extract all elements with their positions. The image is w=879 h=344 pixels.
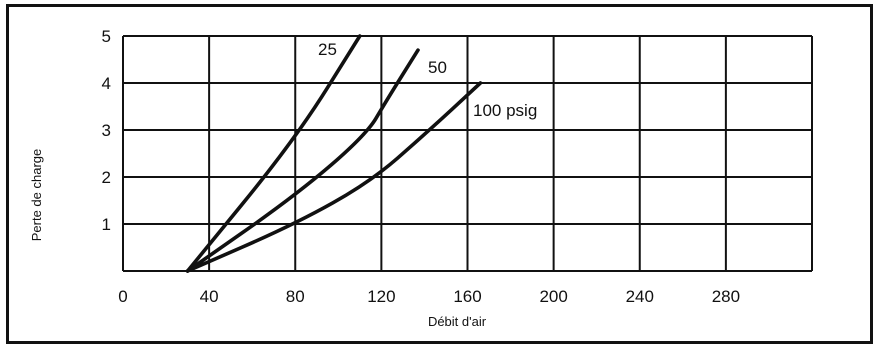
series-label: 25 bbox=[318, 40, 337, 59]
x-tick-label: 120 bbox=[367, 287, 395, 306]
y-tick-label: 3 bbox=[102, 121, 111, 140]
y-tick-label: 4 bbox=[102, 74, 111, 93]
y-tick-label: 2 bbox=[102, 168, 111, 187]
series-label: 50 bbox=[428, 58, 447, 77]
y-axis-title: Perte de charge bbox=[29, 149, 44, 242]
x-axis-ticks: 0 40 80 120 160 200 240 280 bbox=[118, 287, 740, 306]
x-tick-label: 0 bbox=[118, 287, 127, 306]
y-tick-label: 5 bbox=[102, 27, 111, 46]
y-tick-label: 1 bbox=[102, 215, 111, 234]
x-tick-label: 280 bbox=[712, 287, 740, 306]
y-axis-ticks: 1 2 3 4 5 bbox=[102, 27, 111, 234]
series-label: 100 psig bbox=[473, 101, 537, 120]
x-tick-label: 160 bbox=[453, 287, 481, 306]
x-tick-label: 200 bbox=[539, 287, 567, 306]
series-line-2 bbox=[185, 48, 420, 273]
series-labels: 25 50 100 psig bbox=[318, 40, 537, 120]
chart-frame bbox=[6, 4, 873, 344]
x-tick-label: 240 bbox=[626, 287, 654, 306]
x-tick-label: 40 bbox=[200, 287, 219, 306]
series-line-1 bbox=[185, 34, 362, 273]
series-line-3 bbox=[185, 81, 483, 273]
x-axis-title: Débit d'air bbox=[428, 314, 487, 329]
chart-grid bbox=[122, 35, 813, 272]
x-tick-label: 80 bbox=[286, 287, 305, 306]
chart-series bbox=[185, 34, 483, 273]
